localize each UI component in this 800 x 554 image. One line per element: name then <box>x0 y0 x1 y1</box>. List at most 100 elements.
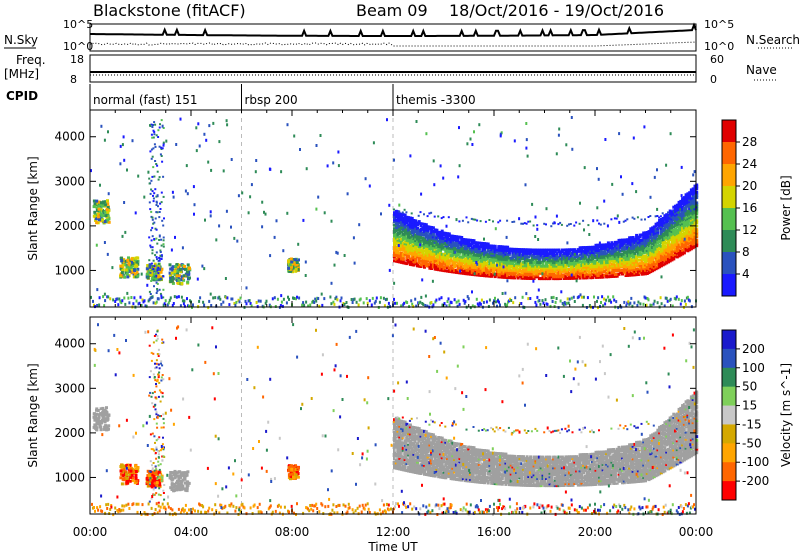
data-cell <box>417 237 421 241</box>
data-cell <box>97 207 101 211</box>
data-cell <box>557 133 560 137</box>
data-cell <box>152 197 155 200</box>
data-cell <box>626 245 630 249</box>
data-cell <box>421 233 425 237</box>
data-cell <box>583 246 587 250</box>
data-cell <box>143 299 146 303</box>
data-cell <box>449 234 453 238</box>
data-cell <box>222 169 225 173</box>
data-cell <box>522 257 525 261</box>
data-cell <box>168 274 172 278</box>
data-cell <box>663 232 667 236</box>
data-cell <box>606 248 610 252</box>
data-cell <box>350 298 353 301</box>
data-cell <box>479 302 482 306</box>
data-cell <box>674 211 677 215</box>
data-cell <box>578 253 582 257</box>
data-cell <box>652 250 656 254</box>
data-cell <box>439 254 442 258</box>
data-cell <box>647 247 651 251</box>
data-cell <box>451 268 455 272</box>
data-cell <box>670 222 674 226</box>
data-cell <box>624 240 628 244</box>
data-cell <box>337 150 340 154</box>
data-cell <box>516 256 520 260</box>
data-cell <box>621 261 624 265</box>
data-cell <box>433 215 436 218</box>
data-cell <box>101 204 105 208</box>
data-cell <box>473 130 475 134</box>
data-cell <box>499 259 503 263</box>
data-cell <box>589 265 593 269</box>
data-cell <box>562 253 566 257</box>
data-cell <box>118 297 121 301</box>
data-cell <box>128 301 131 305</box>
data-cell <box>398 437 402 441</box>
data-cell <box>477 264 481 268</box>
data-cell <box>596 263 600 267</box>
data-cell <box>407 241 411 245</box>
data-cell <box>407 248 411 252</box>
data-cell <box>661 212 664 215</box>
data-cell <box>693 198 697 202</box>
data-cell <box>674 229 677 233</box>
data-cell <box>472 218 475 221</box>
data-cell <box>518 273 522 276</box>
data-cell <box>405 435 409 439</box>
data-cell <box>511 265 515 269</box>
velocity-heatmap <box>91 317 699 517</box>
data-cell <box>456 258 460 262</box>
data-cell <box>613 269 617 273</box>
data-cell <box>435 228 439 232</box>
data-cell <box>174 265 178 269</box>
data-cell <box>663 249 667 253</box>
data-cell <box>557 273 561 277</box>
data-cell <box>677 206 681 210</box>
data-cell <box>401 248 405 252</box>
data-cell <box>640 253 644 257</box>
data-cell <box>488 258 492 262</box>
data-cell <box>649 268 653 272</box>
data-cell <box>154 301 157 305</box>
data-cell <box>95 208 99 212</box>
data-cell <box>343 303 346 306</box>
data-cell <box>170 266 174 270</box>
data-cell <box>396 458 400 462</box>
noise-right-tick-bottom: 10^0 <box>704 40 734 53</box>
data-cell <box>562 303 565 307</box>
data-cell <box>492 273 495 277</box>
data-cell <box>579 201 581 205</box>
data-cell <box>407 458 411 462</box>
data-cell <box>150 229 153 232</box>
data-cell <box>453 247 457 251</box>
data-cell <box>136 262 140 266</box>
data-cell <box>396 426 400 430</box>
data-cell <box>652 248 656 252</box>
data-cell <box>608 252 612 255</box>
data-cell <box>401 446 405 450</box>
data-cell <box>444 265 448 269</box>
data-cell <box>410 247 414 251</box>
data-cell <box>534 250 538 254</box>
data-cell <box>493 272 496 276</box>
data-cell <box>477 250 481 254</box>
data-cell <box>601 252 605 256</box>
data-cell <box>138 301 141 305</box>
data-cell <box>585 260 589 264</box>
data-cell <box>626 218 629 221</box>
data-cell <box>681 218 685 222</box>
data-cell <box>418 301 421 305</box>
data-cell <box>398 251 402 255</box>
data-cell <box>485 300 488 304</box>
data-cell <box>424 225 428 228</box>
data-cell <box>460 266 464 270</box>
data-cell <box>414 230 418 234</box>
data-cell <box>103 138 106 142</box>
data-cell <box>405 242 409 246</box>
data-cell <box>575 251 579 255</box>
data-cell <box>479 273 483 277</box>
data-cell <box>426 304 429 308</box>
data-cell <box>575 253 579 257</box>
data-cell <box>407 228 411 232</box>
data-cell <box>153 265 156 268</box>
